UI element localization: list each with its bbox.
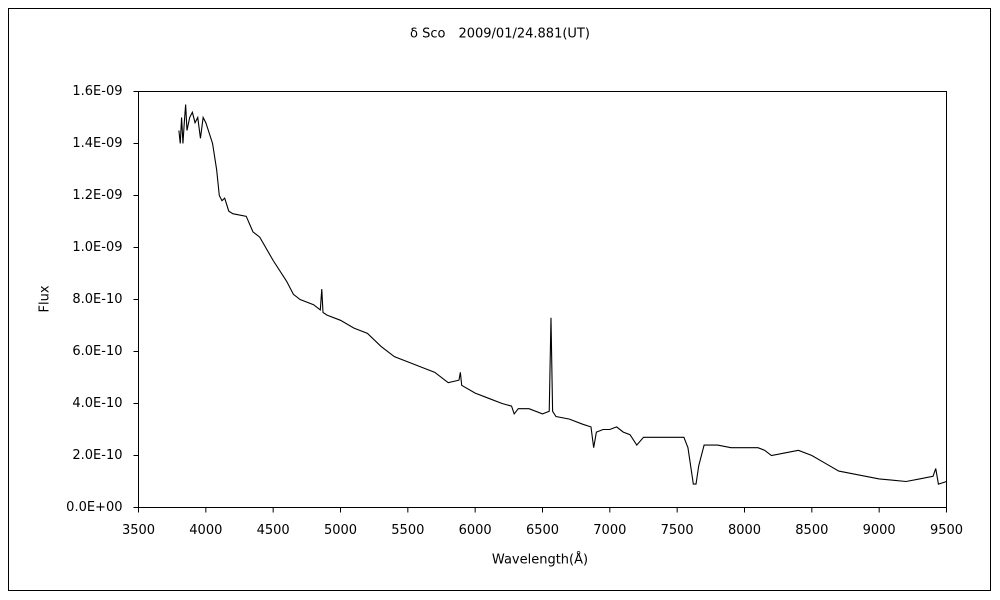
y-axis-label: Flux xyxy=(38,285,53,312)
x-tick-label: 3500 xyxy=(122,523,155,538)
spectrum-line xyxy=(178,104,947,485)
chart-title: δ Sco 2009/01/24.881(UT) xyxy=(410,27,590,42)
x-tick-label: 8000 xyxy=(728,523,761,538)
y-tick-label: 0.0E+00 xyxy=(66,500,122,515)
plot-area xyxy=(138,91,947,508)
x-tick-label: 9000 xyxy=(863,523,896,538)
x-axis-label: Wavelength(Å) xyxy=(492,552,588,568)
y-tick-label: 1.2E-09 xyxy=(72,188,122,203)
y-tick-label: 4.0E-10 xyxy=(72,396,122,411)
x-tick-label: 8500 xyxy=(795,523,828,538)
y-tick-label: 1.6E-09 xyxy=(72,84,122,99)
x-tick-label: 9500 xyxy=(930,523,963,538)
x-tick-label: 4000 xyxy=(189,523,222,538)
y-tick-label: 6.0E-10 xyxy=(72,344,122,359)
y-tick-label: 8.0E-10 xyxy=(72,292,122,307)
y-tick-label: 2.0E-10 xyxy=(72,448,122,463)
x-tick-label: 5000 xyxy=(324,523,357,538)
x-tick-label: 6500 xyxy=(526,523,559,538)
x-tick-label: 5500 xyxy=(391,523,424,538)
y-tick-label: 1.4E-09 xyxy=(72,136,122,151)
x-tick-label: 6000 xyxy=(459,523,492,538)
x-tick-label: 7500 xyxy=(661,523,694,538)
y-tick-label: 1.0E-09 xyxy=(72,240,122,255)
x-tick-label: 7000 xyxy=(593,523,626,538)
x-tick-label: 4500 xyxy=(257,523,290,538)
